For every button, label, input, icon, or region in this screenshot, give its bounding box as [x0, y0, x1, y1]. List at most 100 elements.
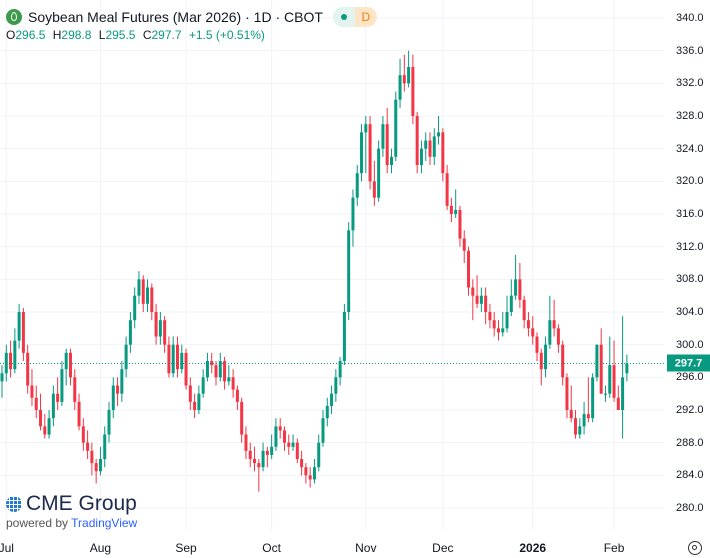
candle-body: [68, 352, 72, 378]
candle-body: [347, 230, 351, 313]
y-tick-label: 320.0: [676, 175, 704, 188]
candle-body: [364, 124, 368, 133]
powered-by-text: powered by: [6, 516, 69, 530]
ohlc-readout: O296.5 H298.8 L295.5 C297.7 +1.5 (+0.51%…: [6, 28, 269, 42]
candle-body: [98, 459, 102, 472]
candle-body: [535, 336, 539, 353]
candle-body: [248, 450, 252, 460]
candle-body: [210, 361, 214, 366]
candle-body: [368, 124, 372, 182]
candle-body: [509, 295, 513, 313]
candle-body: [411, 67, 415, 117]
x-tick-label: Aug: [89, 541, 112, 555]
candle-body: [0, 373, 4, 382]
candle-body: [167, 344, 171, 374]
candle-body: [21, 312, 25, 353]
candle-body: [197, 393, 201, 411]
low-value: 295.5: [105, 28, 136, 42]
candle-body: [274, 426, 278, 447]
candle-body: [321, 418, 325, 443]
candle-body: [265, 450, 269, 455]
candle-body: [257, 463, 261, 468]
candle-body: [73, 377, 77, 402]
candle-body: [184, 352, 188, 386]
candle-body: [270, 446, 274, 455]
candle-body: [201, 377, 205, 394]
y-tick-label: 308.0: [676, 273, 704, 286]
open-label: O: [6, 28, 16, 42]
candle-body: [578, 426, 582, 435]
candle-body: [582, 414, 586, 427]
candle-body: [526, 320, 530, 329]
candle-body: [124, 344, 128, 370]
candle-body: [278, 426, 282, 431]
candle-body: [175, 344, 179, 370]
candle-body: [437, 132, 441, 137]
candle-body: [26, 352, 30, 386]
candle-body: [291, 442, 295, 447]
x-tick-label: Dec: [432, 541, 454, 555]
globe-icon: [6, 496, 22, 512]
candle-body: [34, 397, 38, 411]
candle-body: [244, 434, 248, 451]
candle-body: [449, 205, 453, 215]
x-tick-label: Feb: [603, 541, 625, 555]
candle-body: [308, 475, 312, 480]
open-value: 296.5: [15, 28, 46, 42]
candle-body: [154, 312, 158, 337]
candle-body: [419, 148, 423, 166]
candle-body: [218, 361, 222, 378]
candle-body: [539, 352, 543, 370]
status-pill[interactable]: D: [332, 7, 377, 27]
cme-logo[interactable]: CME Group: [6, 492, 137, 516]
candle-body: [569, 410, 573, 419]
candle-body: [360, 132, 364, 174]
candle-body: [552, 320, 556, 329]
candle-body: [595, 344, 599, 378]
candle-body: [522, 299, 526, 321]
candle-body: [402, 75, 406, 84]
y-tick-label: 332.0: [676, 77, 704, 90]
candle-body: [467, 250, 471, 288]
x-tick-label: 2026: [519, 541, 547, 555]
candle-body: [111, 385, 115, 411]
current-price-label: 297.7: [667, 354, 710, 372]
candle-body: [163, 320, 167, 345]
candle-body: [531, 328, 535, 337]
close-value: 297.7: [151, 28, 182, 42]
candle-body: [385, 124, 389, 166]
candle-body: [300, 459, 304, 468]
candle-body: [141, 279, 145, 304]
candle-body: [488, 312, 492, 321]
candle-body: [432, 136, 436, 157]
candle-body: [39, 410, 43, 427]
candle-body: [240, 401, 244, 435]
candle-body: [43, 426, 47, 435]
powered-by[interactable]: powered by TradingView: [6, 516, 137, 530]
candle-body: [103, 434, 107, 460]
candle-body: [398, 75, 402, 100]
candle-body: [496, 328, 500, 333]
candle-body: [548, 320, 552, 345]
candle-body: [94, 463, 98, 472]
high-label: H: [52, 28, 62, 42]
candle-body: [561, 344, 565, 378]
y-tick-label: 280.0: [676, 502, 704, 515]
y-tick-label: 328.0: [676, 110, 704, 122]
candle-body: [81, 426, 85, 443]
candle-body: [501, 328, 505, 333]
tradingview-link[interactable]: TradingView: [71, 516, 138, 530]
candle-body: [479, 295, 483, 304]
symbol-title[interactable]: Soybean Meal Futures (Mar 2026) · 1D · C…: [28, 9, 323, 25]
gear-icon[interactable]: [688, 541, 702, 555]
candle-body: [565, 377, 569, 411]
candle-body: [235, 389, 239, 402]
candle-body: [518, 279, 522, 300]
candle-body: [441, 132, 445, 174]
candle-body: [120, 369, 124, 394]
candle-body: [137, 279, 141, 296]
candle-body: [351, 197, 355, 231]
candle-body: [56, 393, 60, 402]
candle-body: [445, 173, 449, 206]
